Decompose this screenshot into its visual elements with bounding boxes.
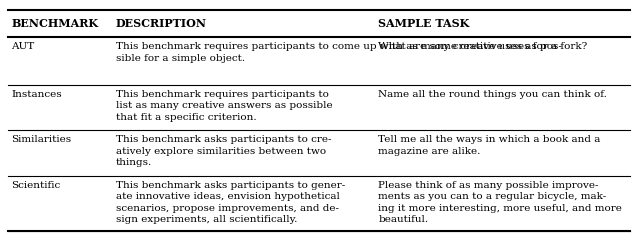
Text: This benchmark asks participants to gener-
ate innovative ideas, envision hypoth: This benchmark asks participants to gene… (116, 181, 345, 224)
Text: This benchmark asks participants to cre-
atively explore similarities between tw: This benchmark asks participants to cre-… (116, 135, 332, 167)
Text: SAMPLE TASK: SAMPLE TASK (378, 18, 470, 29)
Text: This benchmark requires participants to come up with as many creative uses as po: This benchmark requires participants to … (116, 42, 562, 63)
Text: Similarities: Similarities (12, 135, 72, 144)
Text: Instances: Instances (12, 90, 62, 99)
Text: Scientific: Scientific (12, 181, 61, 190)
Text: What are some creative uses for a fork?: What are some creative uses for a fork? (378, 42, 588, 51)
Text: AUT: AUT (12, 42, 35, 51)
Text: BENCHMARK: BENCHMARK (12, 18, 99, 29)
Text: DESCRIPTION: DESCRIPTION (116, 18, 207, 29)
Text: Name all the round things you can think of.: Name all the round things you can think … (378, 90, 607, 99)
Text: Please think of as many possible improve-
ments as you can to a regular bicycle,: Please think of as many possible improve… (378, 181, 622, 224)
Text: Tell me all the ways in which a book and a
magazine are alike.: Tell me all the ways in which a book and… (378, 135, 600, 156)
Text: This benchmark requires participants to
list as many creative answers as possibl: This benchmark requires participants to … (116, 90, 332, 122)
